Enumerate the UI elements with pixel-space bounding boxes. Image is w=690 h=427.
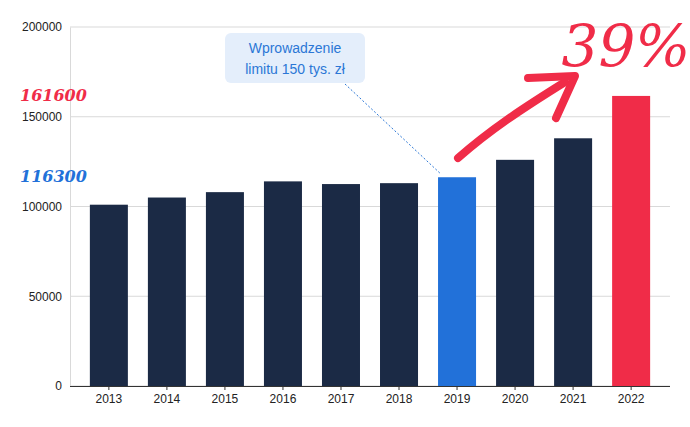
x-tick-label: 2014 [154, 392, 181, 406]
bar [148, 198, 186, 386]
x-tick-label: 2018 [386, 392, 413, 406]
y-tick-label: 200000 [22, 20, 62, 34]
x-tick-mark [282, 386, 283, 390]
bar [380, 183, 418, 386]
x-tick: 2014 [154, 386, 181, 406]
y-tick: 0 [55, 379, 70, 393]
x-tick-mark [399, 386, 400, 390]
x-tick-label: 2021 [560, 392, 587, 406]
y-tick: 100000 [22, 200, 70, 214]
x-tick-label: 2015 [212, 392, 239, 406]
percent-note: 39% [562, 12, 690, 80]
y-tick-label: 150000 [22, 110, 62, 124]
bar [90, 205, 128, 386]
x-tick-mark [224, 386, 225, 390]
bar [612, 96, 650, 386]
axis-value-note: 161600 [20, 86, 87, 105]
x-axis-line [70, 386, 670, 387]
bar [322, 184, 360, 386]
x-tick-label: 2013 [96, 392, 123, 406]
x-tick-mark [166, 386, 167, 390]
arrow-head [528, 76, 575, 118]
y-tick: 50000 [29, 290, 70, 304]
bars [90, 96, 650, 386]
callout-line-text: limitu 150 tys. zł [245, 61, 345, 77]
callout-line [345, 84, 440, 173]
x-tick-label: 2016 [270, 392, 297, 406]
callout-line-text: Wprowadzenie [249, 40, 342, 56]
bar [206, 192, 244, 386]
y-tick-label: 0 [55, 379, 62, 393]
x-tick-mark [340, 386, 341, 390]
x-tick: 2019 [444, 386, 471, 406]
grid [70, 27, 670, 386]
callout-box [225, 33, 365, 83]
x-tick: 2018 [386, 386, 413, 406]
callout-text: Wprowadzenie limitu 150 tys. zł [245, 40, 345, 77]
chart: 0 50000 100000 150000 200000 2013 2014 2015 2016… [0, 0, 690, 427]
x-axis: 2013 2014 2015 2016 2017 2018 2019 2020 2021 2022 [70, 386, 670, 406]
x-tick: 2021 [560, 386, 587, 406]
grid-line [70, 116, 670, 117]
x-tick: 2013 [96, 386, 123, 406]
x-tick: 2015 [212, 386, 239, 406]
x-tick-label: 2017 [328, 392, 355, 406]
y-tick-label: 50000 [29, 290, 63, 304]
x-tick-mark [457, 386, 458, 390]
y-tick: 150000 [22, 110, 70, 124]
arrow-shaft [458, 82, 565, 158]
x-tick-mark [108, 386, 109, 390]
axis-value-note: 116300 [20, 167, 87, 186]
x-tick: 2022 [618, 386, 645, 406]
x-tick-mark [631, 386, 632, 390]
bar [438, 177, 476, 386]
annotations: Wprowadzenie limitu 150 tys. zł 116300 1616… [20, 12, 690, 186]
y-axis-line [70, 28, 71, 387]
bar [264, 181, 302, 386]
y-tick-label: 100000 [22, 200, 62, 214]
x-tick-mark [573, 386, 574, 390]
x-tick: 2016 [270, 386, 297, 406]
y-tick: 200000 [22, 20, 70, 34]
x-tick-label: 2020 [502, 392, 529, 406]
x-tick-label: 2022 [618, 392, 645, 406]
x-tick-mark [515, 386, 516, 390]
bar [554, 138, 592, 386]
x-tick: 2017 [328, 386, 355, 406]
x-tick: 2020 [502, 386, 529, 406]
bar [496, 160, 534, 386]
y-axis: 0 50000 100000 150000 200000 [22, 20, 71, 393]
x-tick-label: 2019 [444, 392, 471, 406]
